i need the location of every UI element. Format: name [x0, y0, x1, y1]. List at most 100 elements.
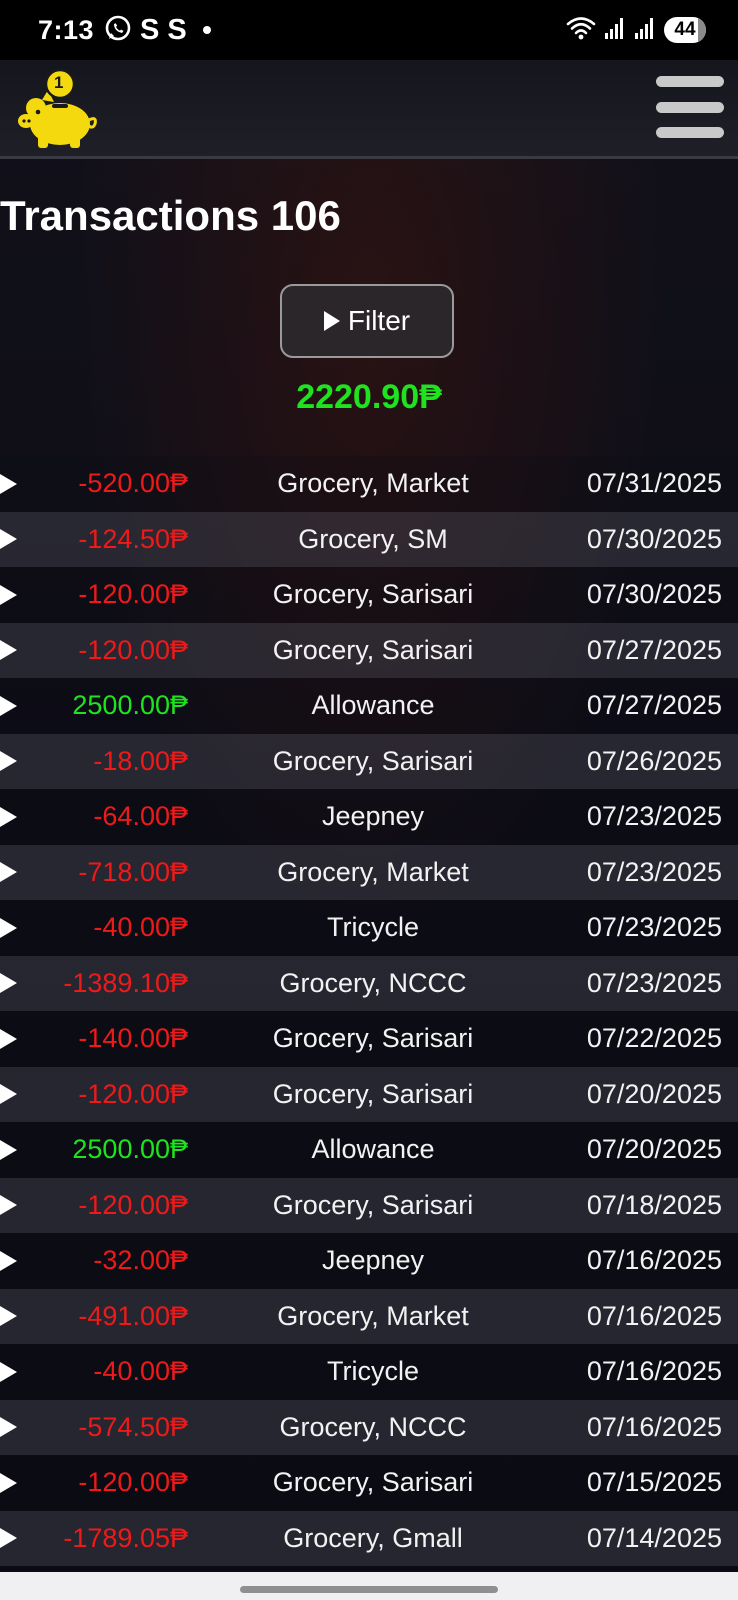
transaction-date: 07/14/2025 [586, 1522, 722, 1553]
transaction-row[interactable]: -40.00₱ Tricycle 07/23/2025 [0, 900, 738, 956]
transaction-date: 07/27/2025 [586, 690, 722, 721]
transaction-category: Grocery, Market [277, 856, 469, 887]
transaction-row[interactable]: -120.00₱ Grocery, Sarisari 07/27/2025 [0, 622, 738, 678]
transaction-category: Allowance [311, 690, 435, 721]
balance-total: 2220.90₱ [296, 378, 442, 416]
transaction-category: Allowance [311, 1134, 435, 1165]
hamburger-menu-icon[interactable] [656, 76, 724, 138]
expand-arrow-icon[interactable] [0, 1084, 17, 1105]
transaction-category: Jeepney [321, 801, 425, 832]
expand-arrow-icon[interactable] [0, 1028, 17, 1049]
transaction-date: 07/26/2025 [586, 745, 722, 776]
expand-arrow-icon[interactable] [0, 806, 17, 827]
expand-arrow-icon[interactable] [0, 1306, 17, 1327]
expand-arrow-icon[interactable] [0, 751, 17, 772]
expand-arrow-icon[interactable] [0, 973, 17, 994]
menu-bar [656, 101, 724, 113]
transaction-amount: -120.00₱ [78, 634, 188, 665]
transaction-date: 07/16/2025 [586, 1245, 722, 1276]
transaction-amount: -120.00₱ [78, 579, 188, 610]
expand-arrow-icon[interactable] [0, 640, 17, 661]
transaction-category: Grocery, Sarisari [272, 1078, 474, 1109]
transaction-row[interactable]: -120.00₱ Grocery, Sarisari 07/15/2025 [0, 1455, 738, 1511]
transaction-row[interactable]: 2500.00₱ Allowance 07/20/2025 [0, 1122, 738, 1178]
expand-arrow-icon[interactable] [0, 1528, 17, 1549]
s-app-icon: S [140, 13, 160, 46]
transaction-category: Grocery, Sarisari [272, 1467, 474, 1498]
expand-arrow-icon[interactable] [0, 1250, 17, 1271]
coin-label: 1 [54, 73, 64, 92]
transaction-row[interactable]: -120.00₱ Grocery, Sarisari 07/30/2025 [0, 567, 738, 623]
transaction-row[interactable]: -491.00₱ Grocery, Market 07/16/2025 [0, 1288, 738, 1344]
app-screen: 1 Transactions 106 Filter 2220.90₱ -520.… [0, 60, 738, 1572]
transaction-date: 07/18/2025 [586, 1189, 722, 1220]
transaction-date: 07/30/2025 [586, 579, 722, 610]
piggy-bank-icon[interactable]: 1 [18, 66, 98, 150]
menu-bar [656, 127, 724, 138]
battery-level: 44 [674, 19, 696, 40]
transaction-row[interactable]: -40.00₱ Tricycle 07/16/2025 [0, 1344, 738, 1400]
transaction-date: 07/23/2025 [586, 912, 722, 943]
transaction-amount: -1789.05₱ [63, 1522, 188, 1553]
transaction-category: Tricycle [327, 1356, 419, 1387]
expand-arrow-icon[interactable] [0, 1139, 17, 1160]
transaction-amount: -18.00₱ [93, 745, 188, 776]
transaction-category: Grocery, NCCC [279, 1411, 467, 1442]
expand-arrow-icon[interactable] [0, 1195, 17, 1216]
expand-arrow-icon[interactable] [0, 695, 17, 716]
home-gesture-handle[interactable] [240, 1586, 498, 1593]
transaction-date: 07/22/2025 [586, 1023, 722, 1054]
transaction-row[interactable]: -1789.05₱ Grocery, Gmall 07/14/2025 [0, 1510, 738, 1566]
navigation-bar [0, 1572, 738, 1600]
transaction-row[interactable]: -32.00₱ Jeepney 07/16/2025 [0, 1233, 738, 1289]
transaction-row[interactable]: 2500.00₱ Allowance 07/27/2025 [0, 678, 738, 734]
transaction-row[interactable]: -520.00₱ Grocery, Market 07/31/2025 [0, 456, 738, 512]
signal-icon [604, 16, 626, 45]
transaction-date: 07/16/2025 [586, 1411, 722, 1442]
expand-arrow-icon[interactable] [0, 529, 17, 550]
transaction-row[interactable]: -574.50₱ Grocery, NCCC 07/16/2025 [0, 1399, 738, 1455]
signal-icon [634, 16, 656, 45]
expand-arrow-icon[interactable] [0, 917, 17, 938]
transaction-row[interactable]: -120.00₱ Grocery, Sarisari 07/20/2025 [0, 1066, 738, 1122]
play-triangle-icon [323, 311, 340, 331]
transaction-row[interactable]: -64.00₱ Jeepney 07/23/2025 [0, 789, 738, 845]
transaction-amount: -40.00₱ [93, 912, 188, 943]
transaction-amount: -120.00₱ [78, 1078, 188, 1109]
transaction-row[interactable]: -18.00₱ Grocery, Sarisari 07/26/2025 [0, 733, 738, 789]
transaction-row[interactable]: -120.00₱ Grocery, Sarisari 07/18/2025 [0, 1177, 738, 1233]
transaction-amount: -574.50₱ [78, 1411, 188, 1442]
status-bar: 7:13 S S [0, 0, 738, 60]
status-time: 7:13 [38, 14, 95, 45]
transaction-date: 07/16/2025 [586, 1300, 722, 1331]
transaction-category: Tricycle [327, 912, 419, 943]
transaction-date: 07/23/2025 [586, 967, 722, 998]
expand-arrow-icon[interactable] [0, 1417, 17, 1438]
transaction-category: Grocery, Market [277, 468, 469, 499]
filter-label: Filter [347, 305, 411, 336]
transaction-category: Grocery, Sarisari [272, 745, 474, 776]
system-status-icons: 44 [566, 15, 706, 46]
expand-arrow-icon[interactable] [0, 1361, 17, 1382]
transaction-date: 07/15/2025 [586, 1467, 722, 1498]
expand-arrow-icon[interactable] [0, 584, 17, 605]
expand-arrow-icon[interactable] [0, 1472, 17, 1493]
transaction-amount: -32.00₱ [93, 1245, 188, 1276]
expand-arrow-icon[interactable] [0, 862, 17, 883]
transaction-amount: 2500.00₱ [72, 690, 188, 721]
transaction-category: Grocery, Market [277, 1300, 469, 1331]
transaction-category: Grocery, NCCC [279, 967, 467, 998]
transaction-category: Grocery, SM [298, 523, 448, 554]
expand-arrow-icon[interactable] [0, 473, 17, 494]
transaction-date: 07/20/2025 [586, 1134, 722, 1165]
filter-button[interactable]: Filter [280, 284, 454, 358]
transaction-row[interactable]: -140.00₱ Grocery, Sarisari 07/22/2025 [0, 1011, 738, 1067]
s-app-icon: S [167, 13, 187, 46]
transaction-category: Grocery, Sarisari [272, 579, 474, 610]
transaction-date: 07/20/2025 [586, 1078, 722, 1109]
transaction-amount: 2500.00₱ [72, 1134, 188, 1165]
transaction-row[interactable]: -718.00₱ Grocery, Market 07/23/2025 [0, 844, 738, 900]
transaction-row[interactable]: -1389.10₱ Grocery, NCCC 07/23/2025 [0, 955, 738, 1011]
transaction-row[interactable]: -124.50₱ Grocery, SM 07/30/2025 [0, 511, 738, 567]
transaction-date: 07/23/2025 [586, 856, 722, 887]
